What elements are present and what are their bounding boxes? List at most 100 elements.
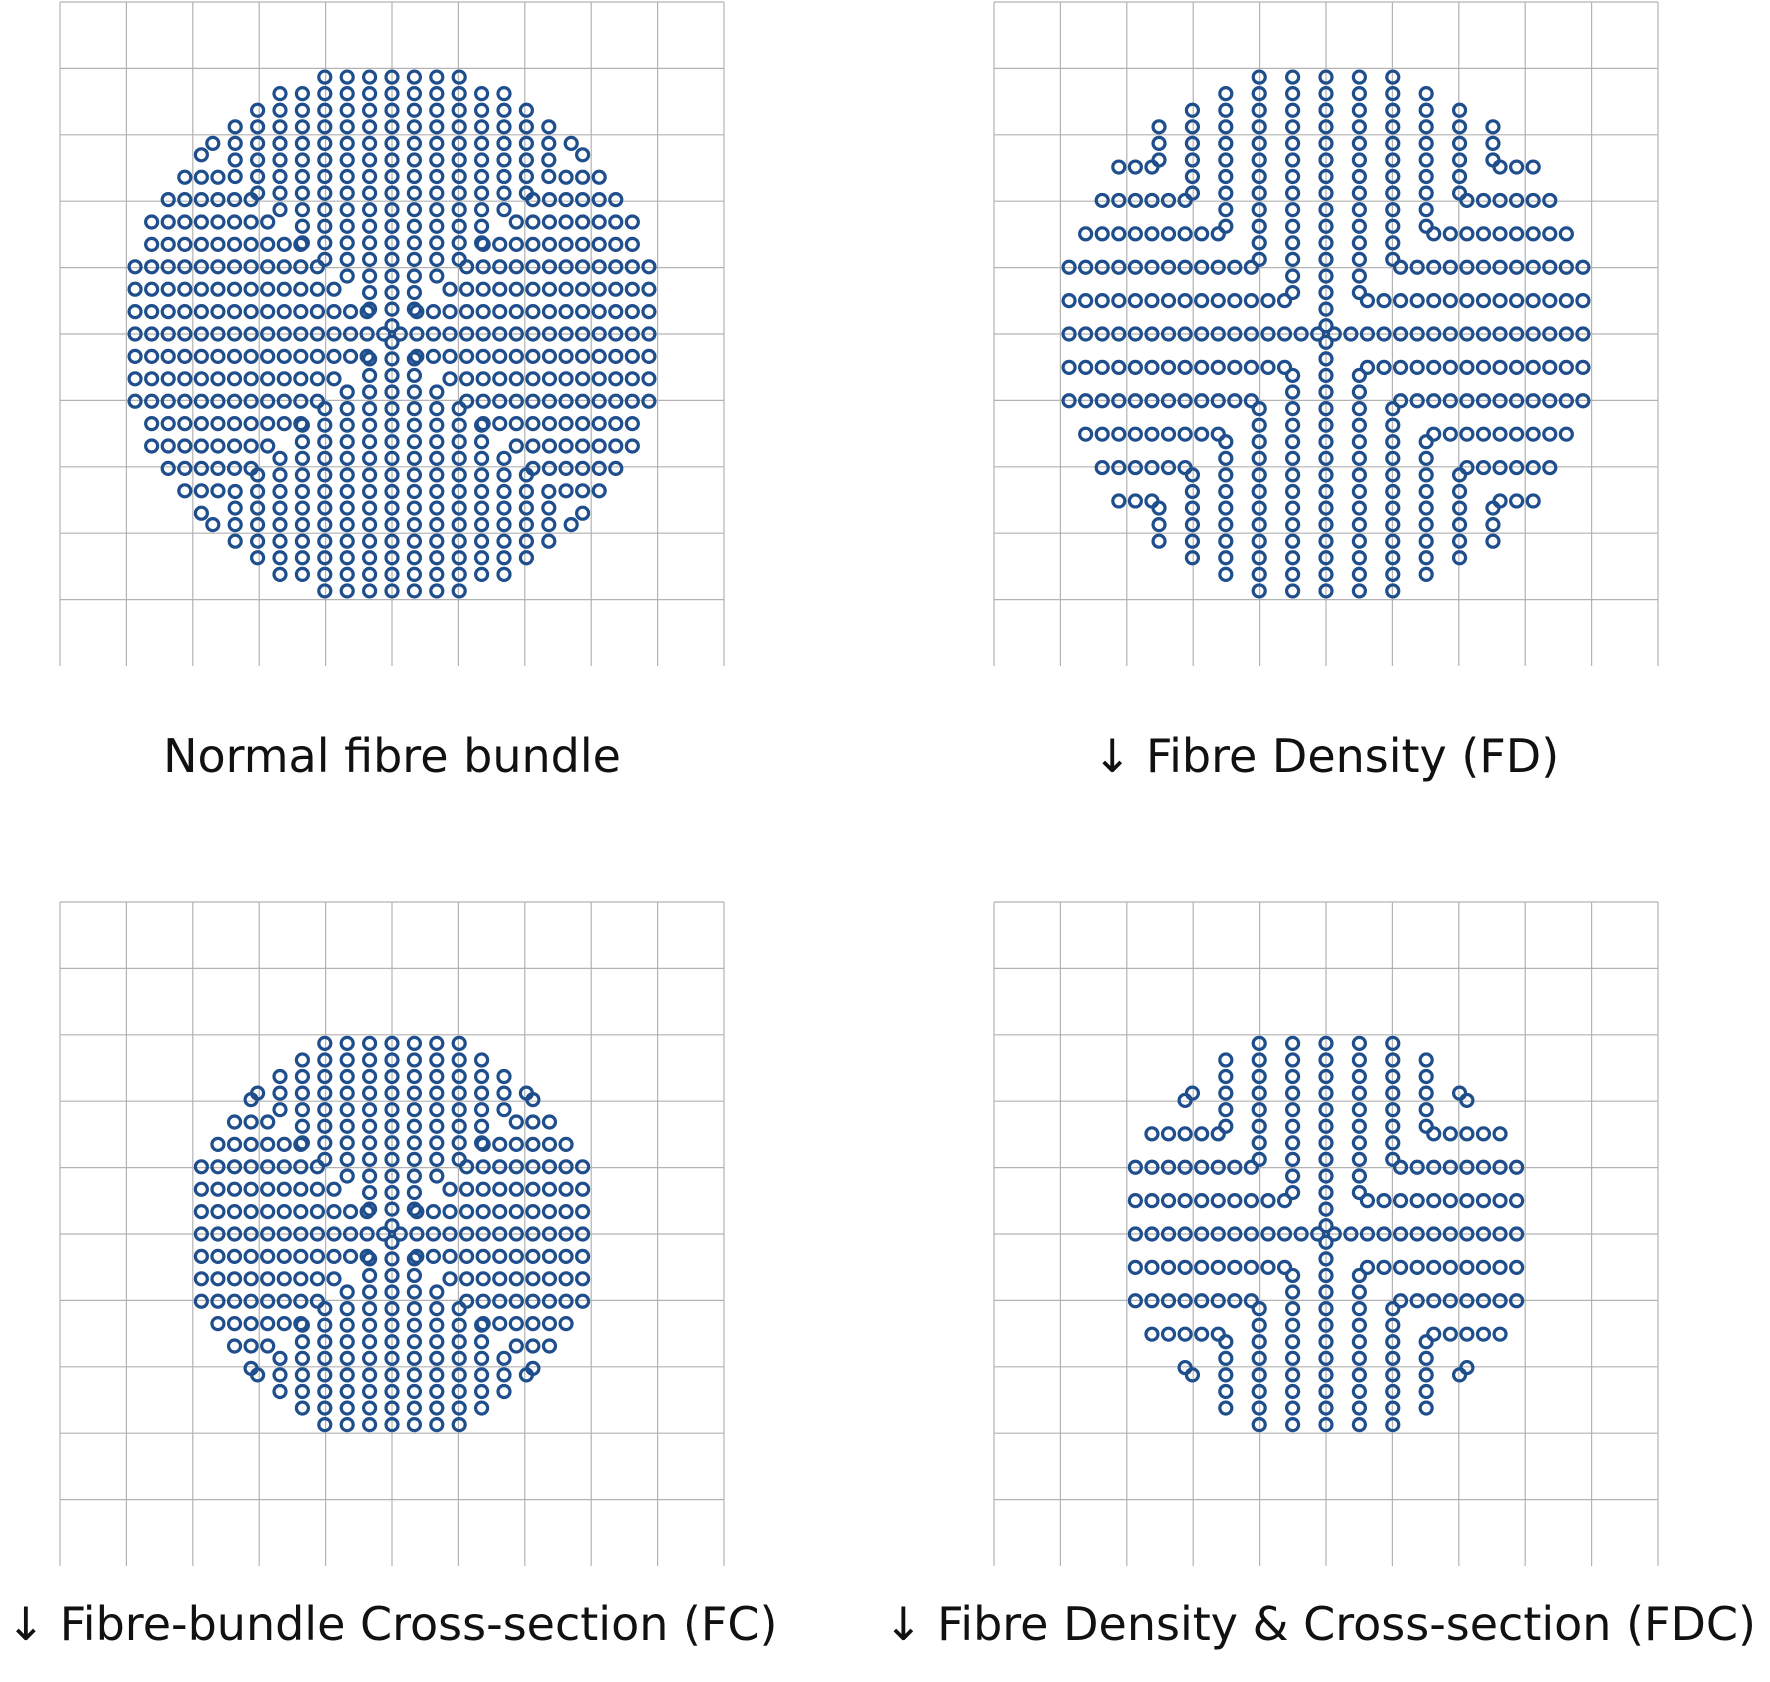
fibre bbox=[1509, 1293, 1525, 1309]
fibre bbox=[384, 1383, 400, 1400]
fibre bbox=[1418, 1068, 1434, 1085]
fibre bbox=[425, 1248, 442, 1264]
fibre bbox=[293, 259, 309, 275]
fibre bbox=[250, 550, 266, 566]
fibre bbox=[1558, 259, 1574, 275]
fibre bbox=[1078, 359, 1094, 375]
fibre bbox=[342, 1204, 359, 1220]
fibre bbox=[1376, 1193, 1392, 1209]
fibre bbox=[1177, 1159, 1193, 1175]
fibre bbox=[1318, 202, 1334, 218]
fibre bbox=[339, 517, 355, 533]
fibre bbox=[1177, 393, 1193, 409]
fibre bbox=[384, 185, 400, 201]
fibre bbox=[362, 500, 378, 516]
fibre bbox=[1351, 268, 1367, 284]
fibre bbox=[508, 393, 524, 409]
fibre bbox=[1475, 259, 1492, 275]
grid bbox=[59, 901, 725, 1566]
fibre bbox=[442, 281, 458, 297]
fibre bbox=[475, 326, 491, 342]
fibre bbox=[429, 185, 445, 201]
fibre bbox=[317, 1052, 333, 1068]
fibre bbox=[492, 281, 508, 297]
fibre bbox=[1177, 1226, 1193, 1242]
fibre bbox=[458, 1248, 475, 1264]
fibre bbox=[1218, 1334, 1234, 1350]
fibre bbox=[1251, 102, 1267, 118]
fibre bbox=[1318, 251, 1334, 268]
fibre bbox=[1442, 1259, 1458, 1275]
fibre bbox=[317, 517, 333, 533]
fibre bbox=[409, 1226, 425, 1242]
fibre bbox=[359, 326, 375, 342]
fibre bbox=[1078, 426, 1094, 442]
fibre bbox=[359, 304, 375, 320]
fibre bbox=[317, 434, 333, 450]
fibre bbox=[1194, 1226, 1210, 1242]
fibre bbox=[409, 1248, 425, 1264]
fibre bbox=[525, 1159, 541, 1175]
fibre bbox=[384, 450, 400, 466]
fibre bbox=[1218, 450, 1234, 466]
fibre bbox=[1351, 450, 1367, 466]
fibre bbox=[1385, 500, 1401, 516]
fibre bbox=[406, 1350, 422, 1366]
fibre bbox=[1160, 1259, 1177, 1275]
fibre bbox=[1094, 192, 1110, 209]
fibre bbox=[1243, 359, 1260, 375]
fibre bbox=[1418, 1118, 1434, 1134]
fibre bbox=[1285, 400, 1301, 417]
fibre bbox=[1318, 69, 1334, 85]
fibre bbox=[458, 1181, 475, 1197]
fibre bbox=[1251, 483, 1267, 500]
fibre bbox=[518, 102, 534, 118]
fibre bbox=[451, 450, 467, 466]
fibre bbox=[496, 185, 512, 201]
fibre bbox=[624, 236, 640, 252]
fibre bbox=[541, 371, 558, 387]
fibre bbox=[451, 135, 467, 151]
fibre bbox=[492, 1159, 508, 1175]
fibre bbox=[508, 1316, 524, 1332]
fibre bbox=[442, 1204, 458, 1220]
fibre bbox=[624, 438, 640, 454]
fibre bbox=[1418, 517, 1434, 533]
fibre bbox=[1318, 1284, 1334, 1300]
fibre bbox=[406, 550, 422, 566]
fibre bbox=[339, 434, 355, 450]
fibre bbox=[1144, 293, 1160, 309]
fibre bbox=[1218, 517, 1234, 533]
fibre bbox=[359, 1204, 375, 1220]
fibre bbox=[1160, 393, 1177, 409]
fibre bbox=[1351, 566, 1367, 582]
fibre bbox=[429, 1068, 445, 1085]
fibre bbox=[1177, 459, 1193, 476]
fibre bbox=[210, 371, 226, 387]
fibre bbox=[205, 135, 221, 151]
fibre bbox=[1177, 1259, 1193, 1275]
fibre bbox=[1351, 1135, 1367, 1151]
fibre bbox=[272, 500, 288, 516]
fibre bbox=[1385, 168, 1401, 185]
fibre bbox=[406, 1118, 422, 1134]
fibre bbox=[362, 417, 378, 433]
fibre bbox=[1251, 218, 1267, 234]
fibre bbox=[384, 69, 400, 85]
fibre bbox=[1385, 1052, 1401, 1068]
fibre bbox=[591, 236, 607, 252]
fibre bbox=[474, 1118, 490, 1134]
fibre bbox=[1285, 268, 1301, 284]
fibre bbox=[362, 434, 378, 450]
fibre bbox=[575, 214, 591, 230]
fibre bbox=[276, 259, 292, 275]
fibre bbox=[508, 371, 524, 387]
fibre bbox=[641, 393, 657, 409]
fibre bbox=[1426, 393, 1442, 409]
fibre bbox=[226, 326, 243, 342]
fibre bbox=[272, 550, 288, 566]
fibre bbox=[160, 326, 176, 342]
fibre-bundle bbox=[1127, 1035, 1525, 1433]
fibre bbox=[1459, 1326, 1475, 1342]
fibre bbox=[525, 1136, 541, 1152]
